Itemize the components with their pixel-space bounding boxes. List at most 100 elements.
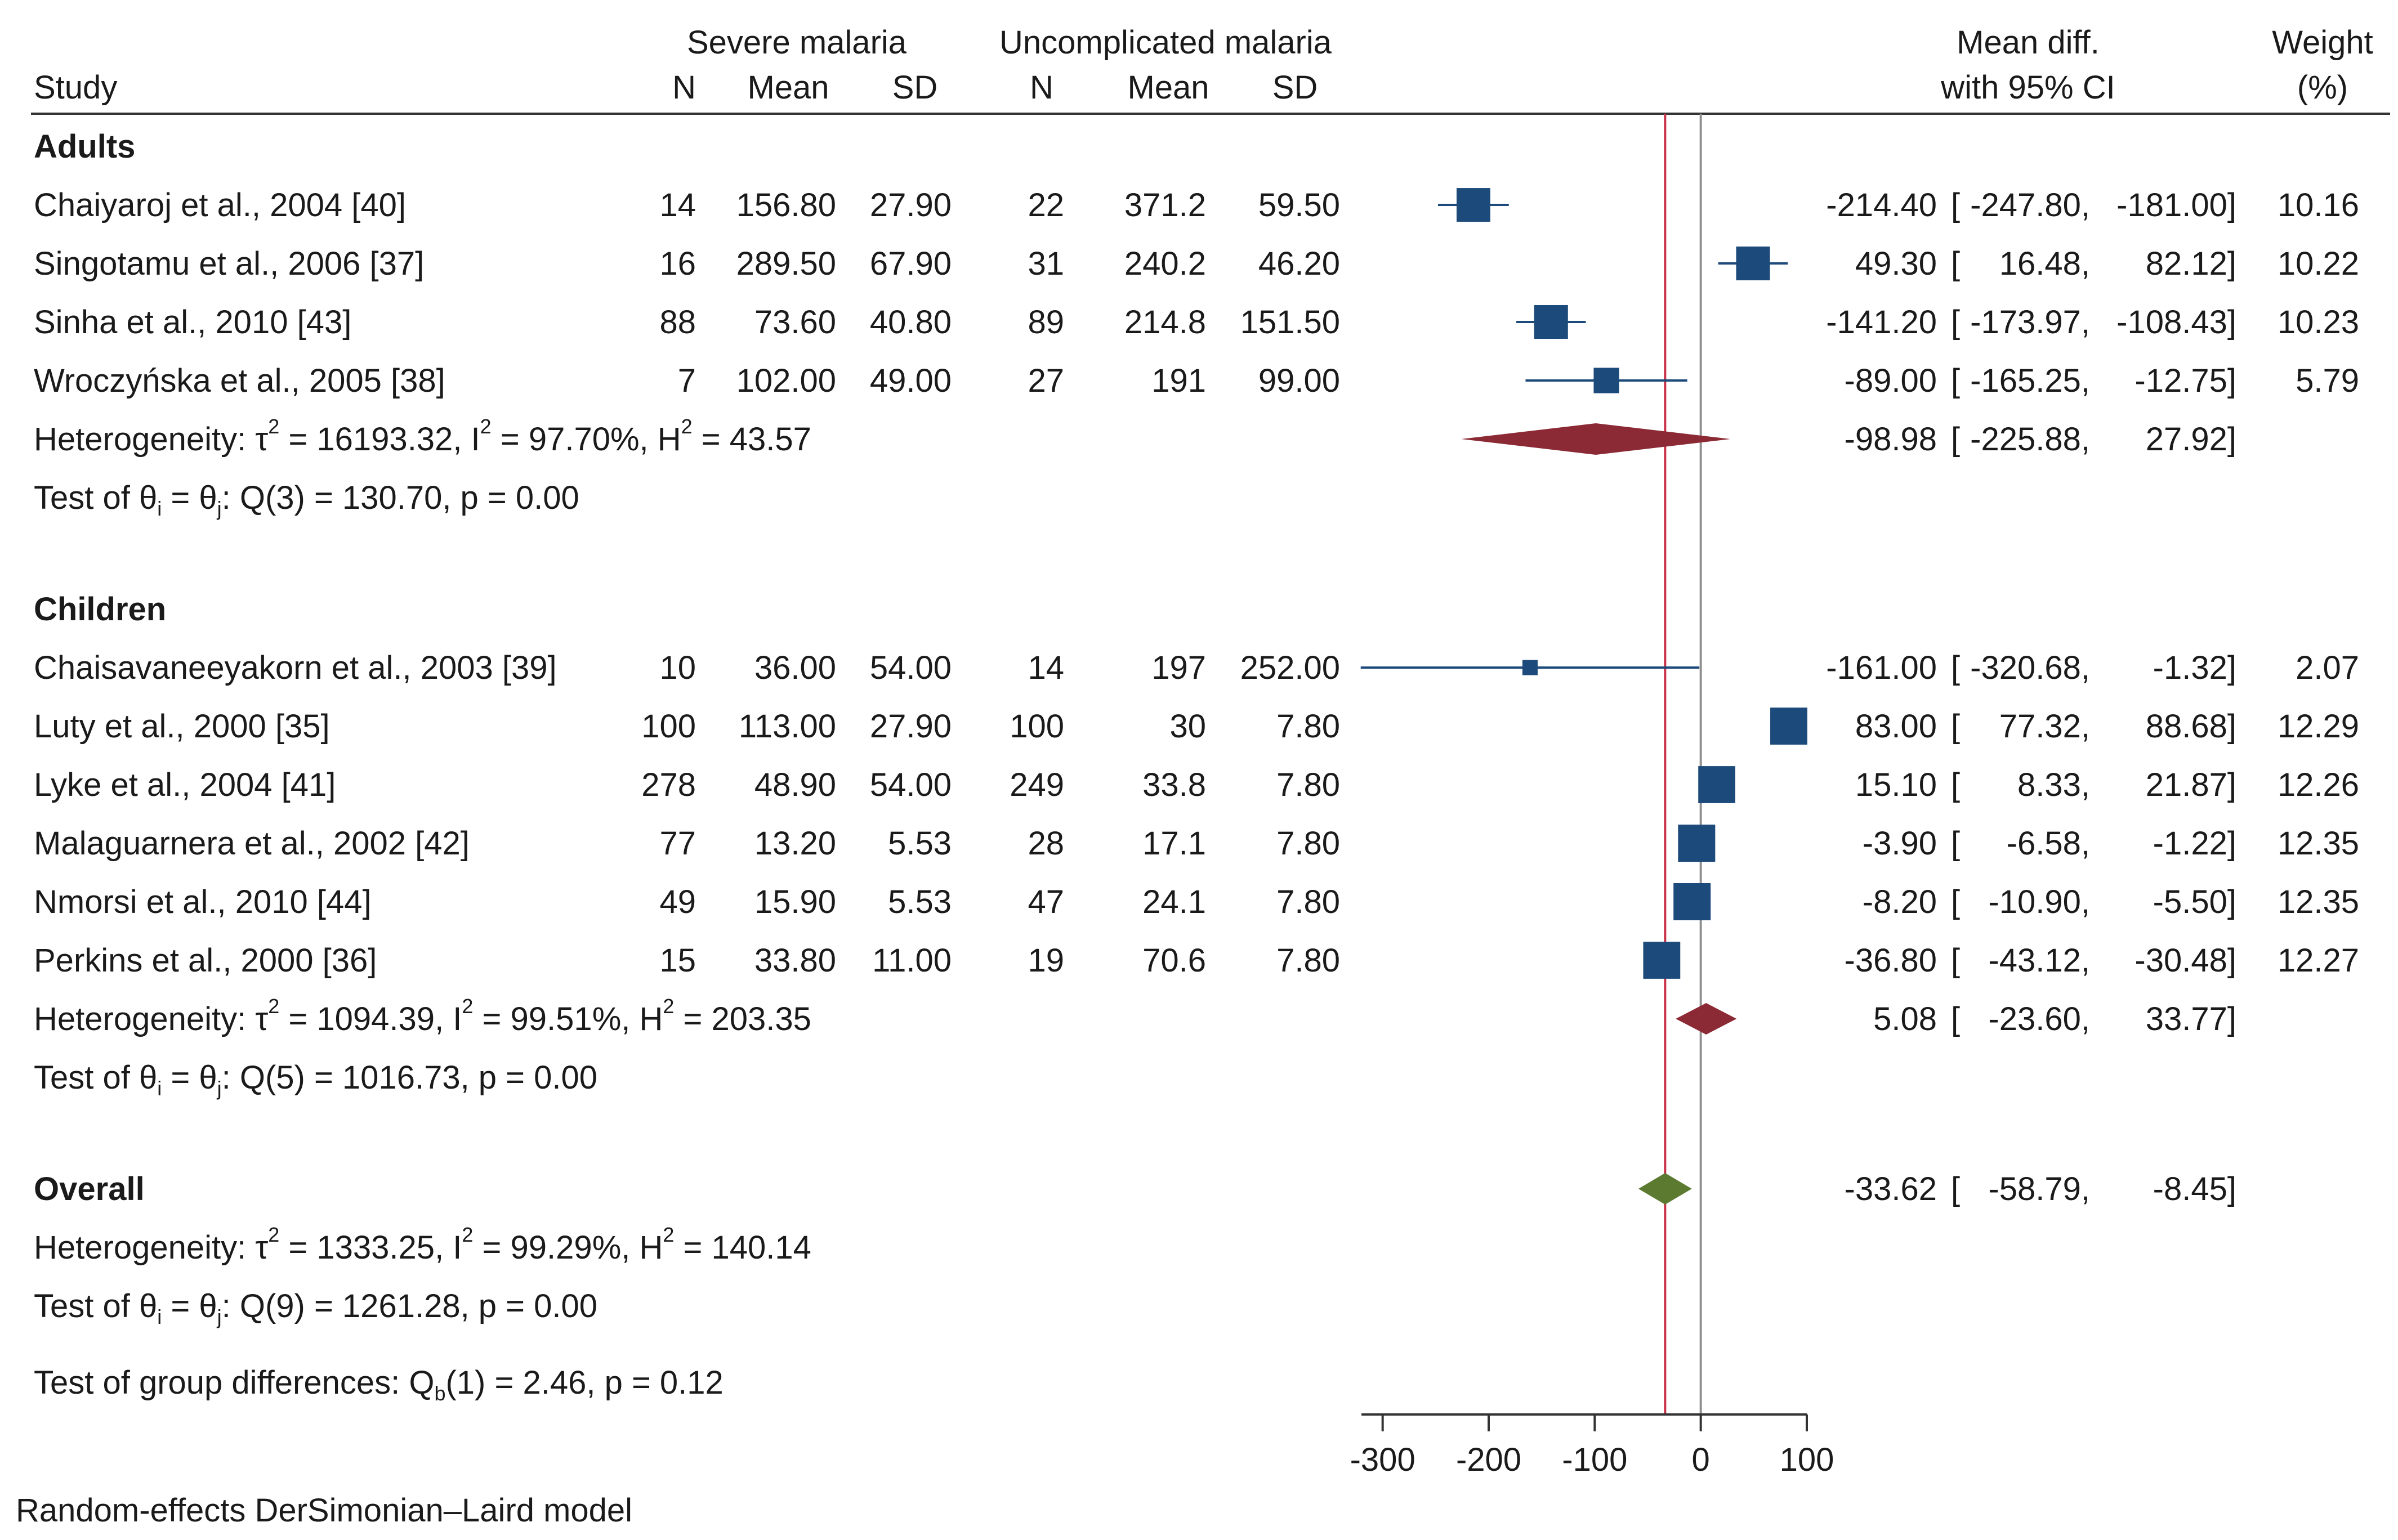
study-4-weight-label: 2.07: [2296, 650, 2359, 686]
study-8-n-uncomplicated: 47: [1028, 884, 1064, 920]
study-6-ci-open: [: [1951, 767, 1960, 803]
study-8-weight-label: 12.35: [2278, 884, 2359, 920]
study-9-n-severe: 15: [659, 942, 696, 979]
study-7-mean-uncomplicated: 17.1: [1142, 825, 1206, 862]
group-test-suffix: (1) = 2.46, p = 0.12: [445, 1364, 723, 1401]
overall-heterogeneity: Heterogeneity: τ2 = 1333.25, I2 = 99.29%…: [34, 1223, 811, 1266]
study-4-mean-uncomplicated: 197: [1151, 650, 1206, 686]
study-2-md-label: -141.20: [1826, 304, 1937, 341]
study-8-ci-open: [: [1951, 884, 1960, 920]
study-1-effect-box: [1736, 246, 1770, 281]
overall-i2: 99.29%: [511, 1229, 622, 1266]
study-5-mean-uncomplicated: 30: [1169, 708, 1206, 745]
study-5-effect-box: [1770, 708, 1807, 745]
study-8-mean-uncomplicated: 24.1: [1142, 884, 1206, 920]
study-0-weight-label: 10.16: [2278, 187, 2359, 223]
overall-h2: 140.14: [712, 1229, 811, 1266]
study-5-md-label: 83.00: [1855, 708, 1937, 745]
study-1-mean-uncomplicated: 240.2: [1124, 245, 1206, 282]
study-8-ci-upper-label: -5.50]: [2153, 884, 2236, 920]
overall-ci-open: [: [1951, 1171, 1960, 1207]
study-0-ci-upper-label: -181.00]: [2116, 187, 2236, 223]
study-2-effect-box: [1534, 305, 1568, 339]
study-7-n-severe: 77: [659, 825, 696, 862]
study-0-n-severe: 14: [659, 187, 696, 223]
overall-theta-test: Test of θi = θj: Q(9) = 1261.28, p = 0.0…: [34, 1288, 597, 1328]
study-9-sd-severe: 11.00: [872, 942, 952, 979]
study-2-n-severe: 88: [659, 304, 696, 341]
study-8-mean-severe: 15.90: [754, 884, 836, 920]
subgroup-children-i2: 99.51%: [511, 1001, 622, 1037]
footnote: Random-effects DerSimonian–Laird model: [16, 1492, 632, 1529]
study-6-name: Lyke et al., 2004 [41]: [34, 767, 336, 803]
study-1-ci-lower-label: 16.48,: [1999, 245, 2090, 282]
study-9-sd-uncomplicated: 7.80: [1276, 942, 1340, 979]
study-4-ci-open: [: [1951, 650, 1960, 686]
study-6-sd-uncomplicated: 7.80: [1276, 767, 1340, 803]
study-0-md-label: -214.40: [1826, 187, 1937, 223]
study-6-weight-label: 12.26: [2278, 767, 2359, 803]
subgroup-children-label: Children: [34, 591, 166, 628]
overall-test-label: Q(9) = 1261.28, p = 0.00: [240, 1288, 597, 1324]
study-5-ci-upper-label: 88.68]: [2146, 708, 2236, 745]
group-test-prefix: Test of group differences: Q: [34, 1364, 434, 1401]
study-2-sd-severe: 40.80: [870, 304, 952, 341]
subgroup-adults-tau2: 16193.32: [316, 421, 453, 458]
study-7-mean-severe: 13.20: [754, 825, 836, 862]
study-6-md-label: 15.10: [1855, 767, 1937, 803]
study-9-mean-severe: 33.80: [754, 942, 836, 979]
study-9-weight-label: 12.27: [2278, 942, 2359, 979]
study-7-sd-severe: 5.53: [888, 825, 952, 862]
subgroup-children-pooled-ci-lower-label: -23.60,: [1988, 1001, 2090, 1037]
study-2-mean-uncomplicated: 214.8: [1124, 304, 1206, 341]
study-6-ci-lower-label: 8.33,: [2017, 767, 2090, 803]
header-mean-severe: Mean: [747, 69, 829, 106]
study-3-mean-uncomplicated: 191: [1151, 362, 1206, 399]
study-3-weight-label: 5.79: [2296, 362, 2359, 399]
study-9-ci-open: [: [1951, 942, 1960, 979]
study-1-n-severe: 16: [659, 245, 696, 282]
subgroup-adults-pooled-ci-lower-label: -225.88,: [1970, 421, 2090, 458]
x-tick-label-0: -300: [1350, 1441, 1415, 1478]
x-tick-label-3: 0: [1692, 1441, 1710, 1478]
header-mean-uncomplicated: Mean: [1127, 69, 1209, 106]
study-2-mean-severe: 73.60: [754, 304, 836, 341]
overall-ci-upper-label: -8.45]: [2153, 1171, 2236, 1207]
study-2-n-uncomplicated: 89: [1028, 304, 1064, 341]
study-7-sd-uncomplicated: 7.80: [1276, 825, 1340, 862]
study-2-ci-lower-label: -173.97,: [1970, 304, 2090, 341]
study-7-effect-box: [1678, 825, 1716, 862]
study-7-weight-label: 12.35: [2278, 825, 2359, 862]
study-6-mean-uncomplicated: 33.8: [1142, 767, 1206, 803]
study-8-n-severe: 49: [659, 884, 696, 920]
study-4-mean-severe: 36.00: [754, 650, 836, 686]
header-uncomplicated-malaria: Uncomplicated malaria: [999, 24, 1332, 61]
study-2-sd-uncomplicated: 151.50: [1240, 304, 1340, 341]
study-7-name: Malaguarnera et al., 2002 [42]: [34, 825, 470, 862]
study-4-n-uncomplicated: 14: [1028, 650, 1064, 686]
study-3-ci-open: [: [1951, 362, 1960, 399]
study-9-effect-box: [1643, 942, 1681, 979]
study-0-mean-severe: 156.80: [736, 187, 836, 223]
subgroup-adults-heterogeneity: Heterogeneity: τ2 = 16193.32, I2 = 97.70…: [34, 415, 811, 458]
study-3-n-severe: 7: [678, 362, 696, 399]
study-7-md-label: -3.90: [1863, 825, 1937, 862]
study-7-n-uncomplicated: 28: [1028, 825, 1064, 862]
study-0-effect-box: [1456, 188, 1490, 222]
study-0-n-uncomplicated: 22: [1028, 187, 1064, 223]
study-7-ci-open: [: [1951, 825, 1960, 862]
study-3-effect-box: [1593, 368, 1619, 393]
subgroup-adults-i2: 97.70%: [529, 421, 640, 458]
study-8-name: Nmorsi et al., 2010 [44]: [34, 884, 372, 920]
study-3-n-uncomplicated: 27: [1028, 362, 1064, 399]
header-n-severe: N: [672, 69, 696, 106]
subgroup-adults-pooled-ci-upper-label: 27.92]: [2146, 421, 2236, 458]
header-sd-severe: SD: [892, 69, 938, 106]
study-6-sd-severe: 54.00: [870, 767, 952, 803]
overall-md-label: -33.62: [1845, 1171, 1937, 1207]
study-5-mean-severe: 113.00: [739, 708, 836, 745]
overall-ci-lower-label: -58.79,: [1988, 1171, 2090, 1207]
study-6-mean-severe: 48.90: [754, 767, 836, 803]
header-weight: Weight: [2272, 24, 2373, 61]
